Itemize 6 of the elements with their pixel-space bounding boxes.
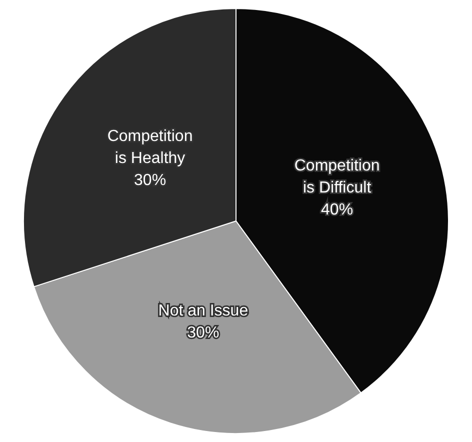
data-label: 40% bbox=[321, 202, 354, 219]
data-label: 30% bbox=[134, 172, 166, 189]
slice-label: Competition is Difficult bbox=[294, 158, 380, 197]
data-label: 30% bbox=[187, 324, 220, 342]
slice-label: Not an Issue bbox=[158, 302, 248, 320]
slice-label: Competition is Healthy bbox=[107, 128, 193, 167]
